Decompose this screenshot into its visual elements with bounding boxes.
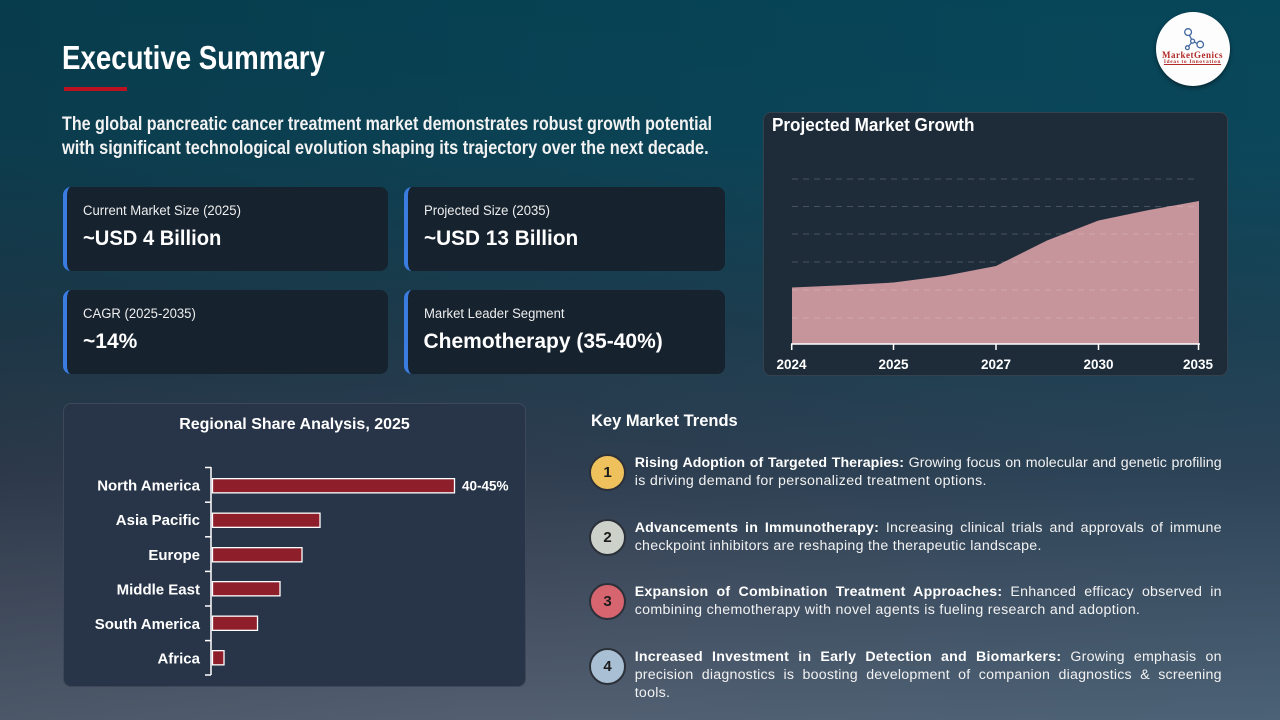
svg-text:40-45%: 40-45% (462, 478, 509, 493)
svg-text:2035: 2035 (1183, 356, 1213, 372)
svg-text:Asia Pacific: Asia Pacific (116, 512, 200, 529)
svg-text:Africa: Africa (157, 651, 200, 668)
svg-text:2025: 2025 (879, 356, 909, 372)
svg-text:South America: South America (95, 616, 201, 633)
svg-text:2024: 2024 (777, 356, 807, 372)
svg-text:2027: 2027 (981, 356, 1011, 372)
svg-text:Europe: Europe (148, 547, 200, 564)
svg-text:Middle East: Middle East (117, 581, 200, 598)
svg-text:2030: 2030 (1084, 356, 1114, 372)
svg-text:North America: North America (97, 478, 200, 495)
